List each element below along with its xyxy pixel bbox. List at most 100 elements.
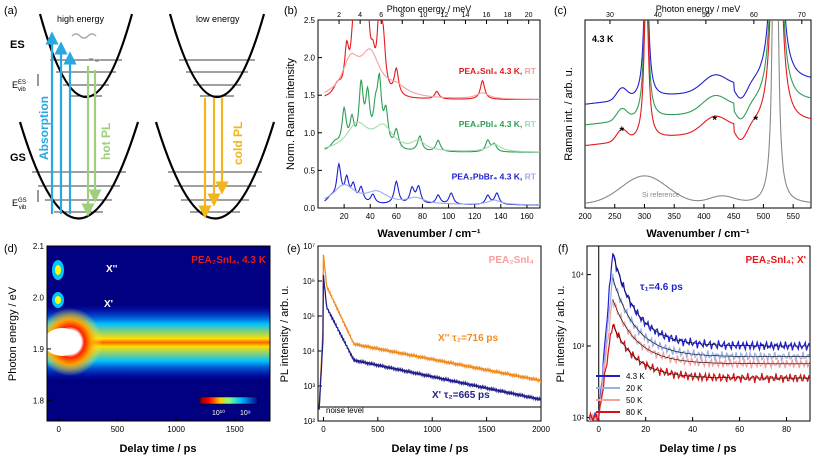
absorption-arrows (45, 31, 77, 214)
y-tick-label: 2.5 (304, 16, 316, 25)
high-energy-title: high energy (57, 14, 105, 24)
top-tick-label: 8 (400, 12, 404, 19)
absorption-label: Absorption (37, 96, 51, 160)
top-tick-label: 60 (750, 12, 758, 19)
y-tick-label: 10² (303, 417, 315, 426)
y-tick-label: 2.1 (33, 242, 45, 251)
asterisk-marker: * (753, 113, 758, 127)
top-tick-label: 4 (358, 12, 362, 19)
y-tick-label: 10³ (572, 342, 584, 351)
panel-d-heatmap: PEA₂SnI₄, 4.3 K X'' X' 10¹⁰ 10⁹ Delay ti… (7, 242, 271, 455)
noise-level-label: noise level (326, 406, 364, 415)
x-tick-label: 60 (392, 212, 401, 221)
label-x-prime: X' (104, 299, 113, 310)
panel-label-c: (c) (554, 5, 567, 17)
raman-high-series-line (585, 20, 811, 204)
label-x-double-prime: X'' (106, 264, 117, 275)
temp-series-line (588, 298, 810, 421)
tau1-label: τ₁=4.6 ps (640, 282, 683, 293)
cold-pl-arrows (198, 98, 229, 219)
y-tick-label: 10⁵ (303, 312, 315, 321)
hot-pl-arrows (81, 66, 102, 217)
raman-high-series-line (585, 20, 811, 147)
decay-series-line (318, 254, 541, 410)
es-vib-levels (50, 59, 255, 97)
y-tick-label: 10³ (303, 382, 315, 391)
panel-c-top-axis-label: Photon energy / meV (656, 4, 741, 14)
x-tick-label: 250 (608, 212, 622, 221)
y-tick-label: 0.0 (304, 204, 316, 213)
series-label-x-double-prime: X'' τ₂=716 ps (438, 333, 499, 344)
x-tick-label: 500 (371, 425, 385, 434)
panel-e-title: PEA₂SnI₄ (489, 255, 535, 266)
x-tick-label: 550 (786, 212, 800, 221)
x-tick-label: 60 (735, 425, 744, 434)
x-tick-label: 350 (668, 212, 682, 221)
panel-f-ylabel: PL intensity / arb. u. (555, 286, 567, 383)
panel-b-frame (317, 19, 541, 209)
colorbar-tick-1e9: 10⁹ (240, 410, 251, 417)
panel-e-ylabel: PL intensity / arb. u. (279, 286, 291, 383)
legend-entry: PEA₂PbBr₄ 4.3 K, RT (452, 171, 537, 181)
panel-e-xlabel: Delay time / ps (391, 443, 468, 455)
series-label-x-prime: X' τ₂=665 ps (432, 390, 490, 401)
legend-entry: PEA₂SnI₄ 4.3 K, RT (459, 66, 537, 76)
y-tick-label: 10² (572, 413, 584, 422)
panel-f-xlabel: Delay time / ps (659, 443, 736, 455)
asterisk-marker: * (620, 124, 625, 138)
fit-line (612, 253, 810, 347)
gs-parabola-low (154, 121, 276, 220)
y-tick-label: 1.9 (33, 345, 45, 354)
panel-c-raman-high: Photon energy / meV Wavenumber / cm⁻¹ Ra… (563, 4, 812, 240)
raman-series-line (324, 121, 540, 153)
x-tick-label: 80 (782, 425, 791, 434)
x-tick-label: 300 (638, 212, 652, 221)
x-tick-label: 450 (727, 212, 741, 221)
panel-c-frame (584, 19, 812, 209)
hot-pl-label: hot PL (99, 123, 113, 160)
raman-series-line (324, 183, 540, 206)
x-tick-label: 160 (520, 212, 534, 221)
es-parabola-low (168, 13, 266, 98)
fit-line (612, 299, 810, 365)
y-tick-label: 1.8 (33, 396, 45, 405)
panel-b-raman: Photon energy / meV Wavenumber / cm⁻¹ No… (285, 4, 541, 240)
top-tick-label: 10 (419, 12, 427, 19)
panel-f-decay: PEA₂SnI₄; X' τ₁=4.6 ps Delay time / ps P… (555, 245, 811, 455)
top-tick-label: 14 (462, 12, 470, 19)
x-tick-label: 500 (111, 425, 125, 434)
x-tick-label: 140 (494, 212, 508, 221)
decay-series-line (318, 274, 541, 410)
legend-material: PEA₂SnI₄ 4.3 K, (459, 66, 525, 76)
x-tick-label: 1000 (167, 425, 185, 434)
panel-label-a: (a) (4, 5, 17, 17)
raman-series-line (324, 162, 540, 206)
gs-label: GS (10, 152, 26, 164)
raman-high-series-line (585, 20, 811, 105)
raman-high-series-line (585, 20, 811, 126)
x-tick-label: 0 (321, 425, 326, 434)
top-tick-label: 18 (504, 12, 512, 19)
x-tick-label: 120 (468, 212, 482, 221)
panel-e-decay: PEA₂SnI₄ Delay time / ps PL intensity / … (279, 242, 550, 455)
gs-parabola-high (18, 121, 140, 220)
top-tick-label: 6 (379, 12, 383, 19)
y-tick-label: 10⁴ (572, 271, 585, 280)
raman-series-line (324, 48, 540, 100)
legend-label: 20 K (626, 384, 643, 393)
y-tick-label: 2.0 (304, 54, 316, 63)
evib-gs-label: EGS vib (12, 190, 39, 211)
x-tick-label: 0 (597, 425, 602, 434)
relaxation-squiggle (71, 33, 97, 39)
top-tick-label: 30 (606, 12, 614, 19)
x-tick-label: 500 (757, 212, 771, 221)
fit-line (612, 324, 810, 379)
x-tick-label: 20 (641, 425, 650, 434)
panel-d-title: PEA₂SnI₄, 4.3 K (191, 255, 267, 266)
top-tick-label: 50 (702, 12, 710, 19)
es-parabola-high (38, 13, 134, 98)
panel-f-title: PEA₂SnI₄; X' (746, 255, 806, 266)
panel-b-top-axis-label: Photon energy / meV (387, 4, 472, 14)
